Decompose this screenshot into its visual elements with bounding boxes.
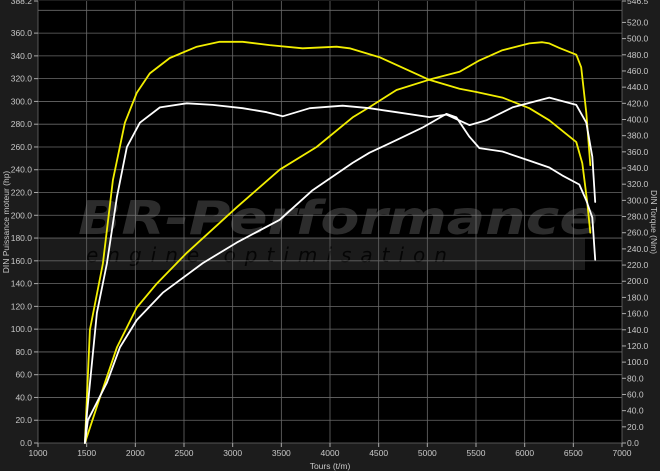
y-right-tick-label: 400.0 [627, 114, 649, 124]
y-left-tick-label: 20.0 [15, 415, 32, 425]
yellow-torque-curve [84, 40, 592, 444]
x-tick-label: 5500 [467, 448, 486, 458]
y-left-tick-label: 180.0 [11, 233, 33, 243]
x-tick-label: 3000 [223, 448, 242, 458]
y-right-tick-label: 480.0 [627, 50, 649, 60]
y-right-tick-label: 500.0 [627, 34, 649, 44]
y-left-tick-label: 120.0 [11, 301, 33, 311]
y-left-tick-label: 100.0 [11, 324, 33, 334]
y-left-tick-label: 340.0 [11, 51, 33, 61]
watermark-brand: BR-Performance [78, 191, 598, 245]
y-left-tick-label: 240.0 [11, 165, 33, 175]
y-right-tick-label: 320.0 [627, 179, 649, 189]
x-tick-label: 3500 [272, 448, 291, 458]
x-tick-label: 1500 [77, 448, 96, 458]
y-right-tick-label: 520.0 [627, 17, 649, 27]
x-tick-label: 7000 [613, 448, 632, 458]
y-right-tick-label: 380.0 [627, 131, 649, 141]
white-torque-curve [84, 96, 597, 444]
y-left-tick-label: 60.0 [15, 370, 32, 380]
y-left-tick-label: 200.0 [11, 210, 33, 220]
x-tick-label: 2500 [175, 448, 194, 458]
y-left-tick-label: 140.0 [11, 279, 33, 289]
y-right-tick-label: 420.0 [627, 98, 649, 108]
y-right-tick-label: 360.0 [627, 147, 649, 157]
y-left-tick-label: 80.0 [15, 347, 32, 357]
y-right-tick-label: 60.0 [627, 389, 644, 399]
y-right-tick-label: 140.0 [627, 325, 649, 335]
y-right-tick-label: 280.0 [627, 212, 649, 222]
y-right-tick-label: 546.5 [627, 0, 649, 6]
x-tick-label: 1000 [29, 448, 48, 458]
y-right-tick-label: 80.0 [627, 373, 644, 383]
yellow-power-curve [84, 41, 592, 444]
watermark-tagline: engine optimisation [86, 243, 456, 267]
watermark-logo: BR-Performance engine optimisation [40, 191, 598, 270]
y-left-tick-label: 0.0 [20, 438, 32, 448]
white-power-curve [84, 113, 597, 444]
y-right-tick-label: 240.0 [627, 244, 649, 254]
y-left-tick-label: 40.0 [15, 392, 32, 402]
y-right-tick-label: 120.0 [627, 341, 649, 351]
y-right-tick-label: 200.0 [627, 276, 649, 286]
grid [37, 1, 623, 444]
y-right-tick-label: 220.0 [627, 260, 649, 270]
y-right-tick-label: 0.0 [627, 438, 639, 448]
y-left-tick-label: 360.0 [11, 28, 33, 38]
y-right-tick-label: 300.0 [627, 195, 649, 205]
y-right-tick-label: 40.0 [627, 406, 644, 416]
y-left-tick-label: 160.0 [11, 256, 33, 266]
y-right-tick-label: 260.0 [627, 228, 649, 238]
x-tick-label: 2000 [126, 448, 145, 458]
x-tick-label: 4500 [369, 448, 388, 458]
x-tick-label: 4000 [321, 448, 340, 458]
y-left-tick-label: 260.0 [11, 142, 33, 152]
y-right-tick-label: 180.0 [627, 292, 649, 302]
series-lines [84, 40, 597, 444]
x-tick-label: 6500 [564, 448, 583, 458]
y-right-tick-label: 20.0 [627, 422, 644, 432]
y-right-tick-label: 160.0 [627, 309, 649, 319]
y-right-tick-label: 100.0 [627, 357, 649, 367]
x-tick-label: 6000 [515, 448, 534, 458]
y-right-tick-label: 460.0 [627, 66, 649, 76]
axis-ticks: 1000 1500 2000 2500 3000 3500 4000 4500 5000 5500… [11, 0, 649, 458]
y-left-tick-label: 320.0 [11, 74, 33, 84]
y-axis-right-label: DIN Torque (Nm) [649, 190, 659, 254]
y-right-tick-label: 340.0 [627, 163, 649, 173]
x-tick-label: 5000 [418, 448, 437, 458]
y-left-tick-label: 220.0 [11, 188, 33, 198]
y-axis-left-label: DIN Puissance moteur (hp) [1, 171, 11, 274]
y-left-tick-label: 388.2 [11, 0, 33, 6]
y-right-tick-label: 440.0 [627, 82, 649, 92]
y-left-tick-label: 280.0 [11, 119, 33, 129]
x-axis-label: Tours (t/m) [310, 461, 351, 471]
watermark-band [40, 238, 585, 270]
y-left-tick-label: 300.0 [11, 96, 33, 106]
